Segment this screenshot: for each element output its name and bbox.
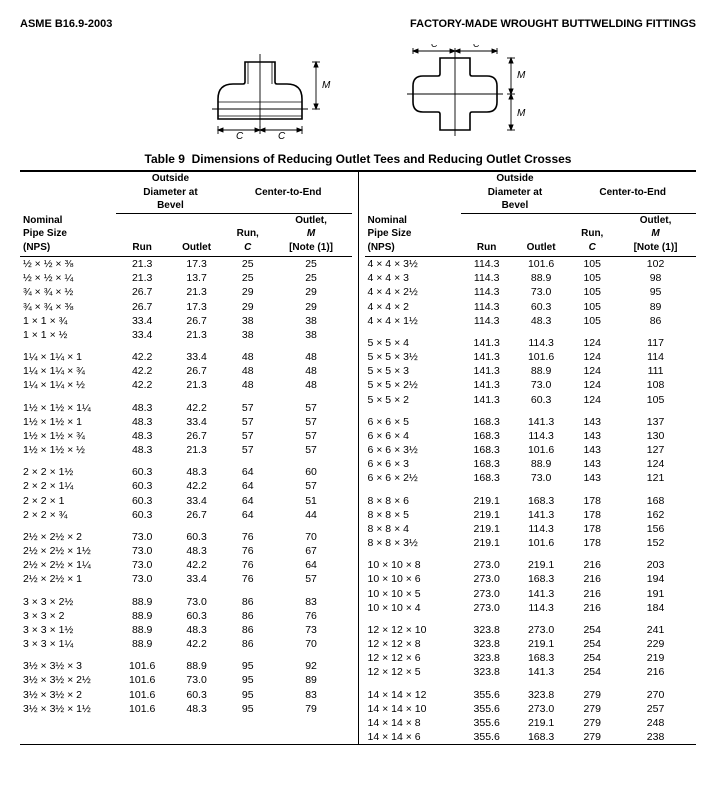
table-row: 3 × 3 × 2½88.973.08683 [20, 595, 352, 609]
table-row: 1½ × 1½ × ¾48.326.75757 [20, 429, 352, 443]
table-row: 2½ × 2½ × 1½73.048.37667 [20, 544, 352, 558]
table-row: 4 × 4 × 3½114.3101.6105102 [365, 257, 697, 272]
table-left: NominalPipe SizeOutsideDiameter atBevelC… [20, 172, 359, 744]
table-row: 2½ × 2½ × 173.033.47657 [20, 572, 352, 586]
table-row: 12 × 12 × 5323.8141.3254216 [365, 665, 697, 679]
table-row: 12 × 12 × 6323.8168.3254219 [365, 651, 697, 665]
m-label: M [322, 80, 331, 91]
table-row: 3 × 3 × 1¼88.942.28670 [20, 637, 352, 651]
table-right: NominalPipe SizeOutsideDiameter atBevelC… [359, 172, 697, 744]
table-row: 2½ × 2½ × 273.060.37670 [20, 530, 352, 544]
table-row: 3½ × 3½ × 2101.660.39583 [20, 688, 352, 702]
table-row: 6 × 6 × 2½168.373.0143121 [365, 471, 697, 485]
table-row: 2 × 2 × 1¼60.342.26457 [20, 479, 352, 493]
table-row: 14 × 14 × 12355.6323.8279270 [365, 688, 697, 702]
table-row: 14 × 14 × 6355.6168.3279238 [365, 730, 697, 744]
svg-text:C: C [431, 44, 438, 49]
table-row: 6 × 6 × 3½168.3101.6143127 [365, 443, 697, 457]
table-row: 4 × 4 × 3114.388.910598 [365, 271, 697, 285]
table-row: 2 × 2 × ¾60.326.76444 [20, 508, 352, 522]
table-row: 3½ × 3½ × 2½101.673.09589 [20, 673, 352, 687]
diagrams: M C C M M C C [20, 44, 696, 144]
table-row: 10 × 10 × 5273.0141.3216191 [365, 587, 697, 601]
table-row: ¾ × ¾ × ½26.721.32929 [20, 285, 352, 299]
table-row: 1½ × 1½ × ½48.321.35757 [20, 443, 352, 457]
table-row: 1½ × 1½ × 148.333.45757 [20, 415, 352, 429]
dimensions-table: NominalPipe SizeOutsideDiameter atBevelC… [20, 170, 696, 745]
table-row: ½ × ½ × ¼21.313.72525 [20, 271, 352, 285]
cross-diagram: M M C C [383, 44, 528, 144]
table-row: 5 × 5 × 2141.360.3124105 [365, 393, 697, 407]
table-row: 1¼ × 1¼ × 142.233.44848 [20, 350, 352, 364]
table-row: ¾ × ¾ × ⅜26.717.32929 [20, 300, 352, 314]
table-row: 4 × 4 × 2½114.373.010595 [365, 285, 697, 299]
table-row: 6 × 6 × 3168.388.9143124 [365, 457, 697, 471]
table-row: 8 × 8 × 3½219.1101.6178152 [365, 536, 697, 550]
table-row: 2 × 2 × 160.333.46451 [20, 494, 352, 508]
table-row: 10 × 10 × 8273.0219.1216203 [365, 558, 697, 572]
table-row: 2½ × 2½ × 1¼73.042.27664 [20, 558, 352, 572]
table-row: 10 × 10 × 6273.0168.3216194 [365, 572, 697, 586]
table-row: 5 × 5 × 2½141.373.0124108 [365, 378, 697, 392]
page-header: ASME B16.9-2003 FACTORY-MADE WROUGHT BUT… [20, 18, 696, 30]
table-row: 5 × 5 × 4141.3114.3124117 [365, 336, 697, 350]
table-title: Table 9 Dimensions of Reducing Outlet Te… [20, 152, 696, 166]
doc-title: FACTORY-MADE WROUGHT BUTTWELDING FITTING… [410, 18, 696, 30]
table-row: 6 × 6 × 5168.3141.3143137 [365, 415, 697, 429]
table-row: 2 × 2 × 1½60.348.36460 [20, 465, 352, 479]
table-row: 12 × 12 × 8323.8219.1254229 [365, 637, 697, 651]
table-row: 8 × 8 × 4219.1114.3178156 [365, 522, 697, 536]
table-row: 10 × 10 × 4273.0114.3216184 [365, 601, 697, 615]
table-row: 14 × 14 × 10355.6273.0279257 [365, 702, 697, 716]
table-row: 6 × 6 × 4168.3114.3143130 [365, 429, 697, 443]
table-row: 3 × 3 × 288.960.38676 [20, 609, 352, 623]
c-label: C [236, 131, 244, 139]
c-label-2: C [278, 131, 286, 139]
table-row: 1 × 1 × ¾33.426.73838 [20, 314, 352, 328]
table-row: 5 × 5 × 3141.388.9124111 [365, 364, 697, 378]
table-row: 1¼ × 1¼ × ¾42.226.74848 [20, 364, 352, 378]
tee-diagram: M C C [188, 44, 333, 139]
svg-text:C: C [473, 44, 480, 49]
table-row: 1½ × 1½ × 1¼48.342.25757 [20, 401, 352, 415]
table-row: 1 × 1 × ½33.421.33838 [20, 328, 352, 342]
svg-text:M: M [517, 108, 526, 119]
table-row: 3½ × 3½ × 1½101.648.39579 [20, 702, 352, 716]
spec-id: ASME B16.9-2003 [20, 18, 112, 30]
svg-text:M: M [517, 70, 526, 81]
table-row: 14 × 14 × 8355.6219.1279248 [365, 716, 697, 730]
table-row: 12 × 12 × 10323.8273.0254241 [365, 623, 697, 637]
table-row: 3½ × 3½ × 3101.688.99592 [20, 659, 352, 673]
table-row: 5 × 5 × 3½141.3101.6124114 [365, 350, 697, 364]
table-row: 1¼ × 1¼ × ½42.221.34848 [20, 378, 352, 392]
table-row: 3 × 3 × 1½88.948.38673 [20, 623, 352, 637]
table-row: 4 × 4 × 1½114.348.310586 [365, 314, 697, 328]
table-row: 4 × 4 × 2114.360.310589 [365, 300, 697, 314]
table-row: ½ × ½ × ⅜21.317.32525 [20, 257, 352, 272]
table-row: 8 × 8 × 6219.1168.3178168 [365, 494, 697, 508]
table-row: 8 × 8 × 5219.1141.3178162 [365, 508, 697, 522]
